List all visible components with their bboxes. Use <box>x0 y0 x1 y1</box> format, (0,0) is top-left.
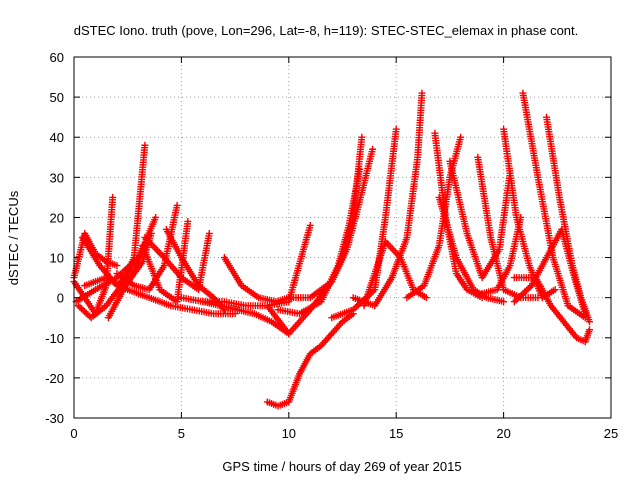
data-point-marker <box>524 285 532 293</box>
data-series <box>177 221 314 310</box>
plot-frame <box>73 56 612 419</box>
data-point-marker <box>392 125 400 133</box>
axis-ticks: 0 5 10 15 20 25 -30 -20 -10 0 10 20 30 40 50 60 <box>45 50 618 441</box>
y-tick-label: 30 <box>50 170 64 185</box>
data-point-marker <box>457 133 465 141</box>
data-series <box>263 310 357 410</box>
y-tick-label: -10 <box>45 331 64 346</box>
y-tick-label: 60 <box>50 50 64 65</box>
data-point-marker <box>147 229 155 237</box>
data-point-marker <box>369 145 377 153</box>
x-tick-label: 15 <box>389 426 403 441</box>
data-series <box>349 89 426 310</box>
y-tick-label: 50 <box>50 90 64 105</box>
data-point-marker <box>154 247 162 255</box>
y-tick-label: 40 <box>50 130 64 145</box>
data-point-marker <box>113 262 121 270</box>
data-series-layer <box>70 89 594 410</box>
data-point-marker <box>109 193 117 201</box>
chart-title: dSTEC Iono. truth (pove, Lon=296, Lat=-8… <box>74 23 579 38</box>
data-series <box>328 125 400 322</box>
data-point-marker <box>422 294 430 302</box>
data-point-marker <box>184 217 192 225</box>
data-point-marker <box>522 286 530 294</box>
data-point-marker <box>152 213 160 221</box>
x-axis-label: GPS time / hours of day 269 of year 2015 <box>222 459 461 474</box>
data-series <box>285 145 377 302</box>
data-series <box>81 274 239 318</box>
x-tick-label: 20 <box>496 426 510 441</box>
data-point-marker <box>141 141 149 149</box>
x-tick-label: 10 <box>282 426 296 441</box>
data-point-marker <box>306 221 314 229</box>
data-point-marker <box>152 245 160 253</box>
data-point-marker <box>205 229 213 237</box>
y-tick-label: 20 <box>50 210 64 225</box>
data-series <box>474 153 542 302</box>
data-point-marker <box>551 286 559 294</box>
x-tick-label: 25 <box>604 426 618 441</box>
data-series <box>220 254 293 306</box>
data-point-marker <box>521 288 529 296</box>
data-point-marker <box>500 298 508 306</box>
data-point-marker <box>581 310 589 318</box>
data-point-marker <box>586 318 594 326</box>
data-point-marker <box>418 89 426 97</box>
data-series <box>403 133 465 302</box>
data-series <box>510 274 594 346</box>
data-point-marker <box>157 250 165 258</box>
data-point-marker <box>358 133 366 141</box>
data-point-marker <box>151 244 159 252</box>
x-tick-label: 0 <box>70 426 77 441</box>
y-tick-label: -20 <box>45 371 64 386</box>
data-point-marker <box>173 201 181 209</box>
y-tick-label: 10 <box>50 251 64 266</box>
y-axis-label: dSTEC / TECUs <box>6 190 21 285</box>
x-tick-label: 5 <box>178 426 185 441</box>
data-series <box>70 229 121 282</box>
data-point-marker <box>510 298 518 306</box>
data-point-marker <box>586 326 594 334</box>
y-tick-label: -30 <box>45 411 64 426</box>
data-point-marker <box>356 165 364 173</box>
data-series <box>500 125 559 302</box>
y-tick-label: 0 <box>57 291 64 306</box>
data-point-marker <box>155 249 163 257</box>
